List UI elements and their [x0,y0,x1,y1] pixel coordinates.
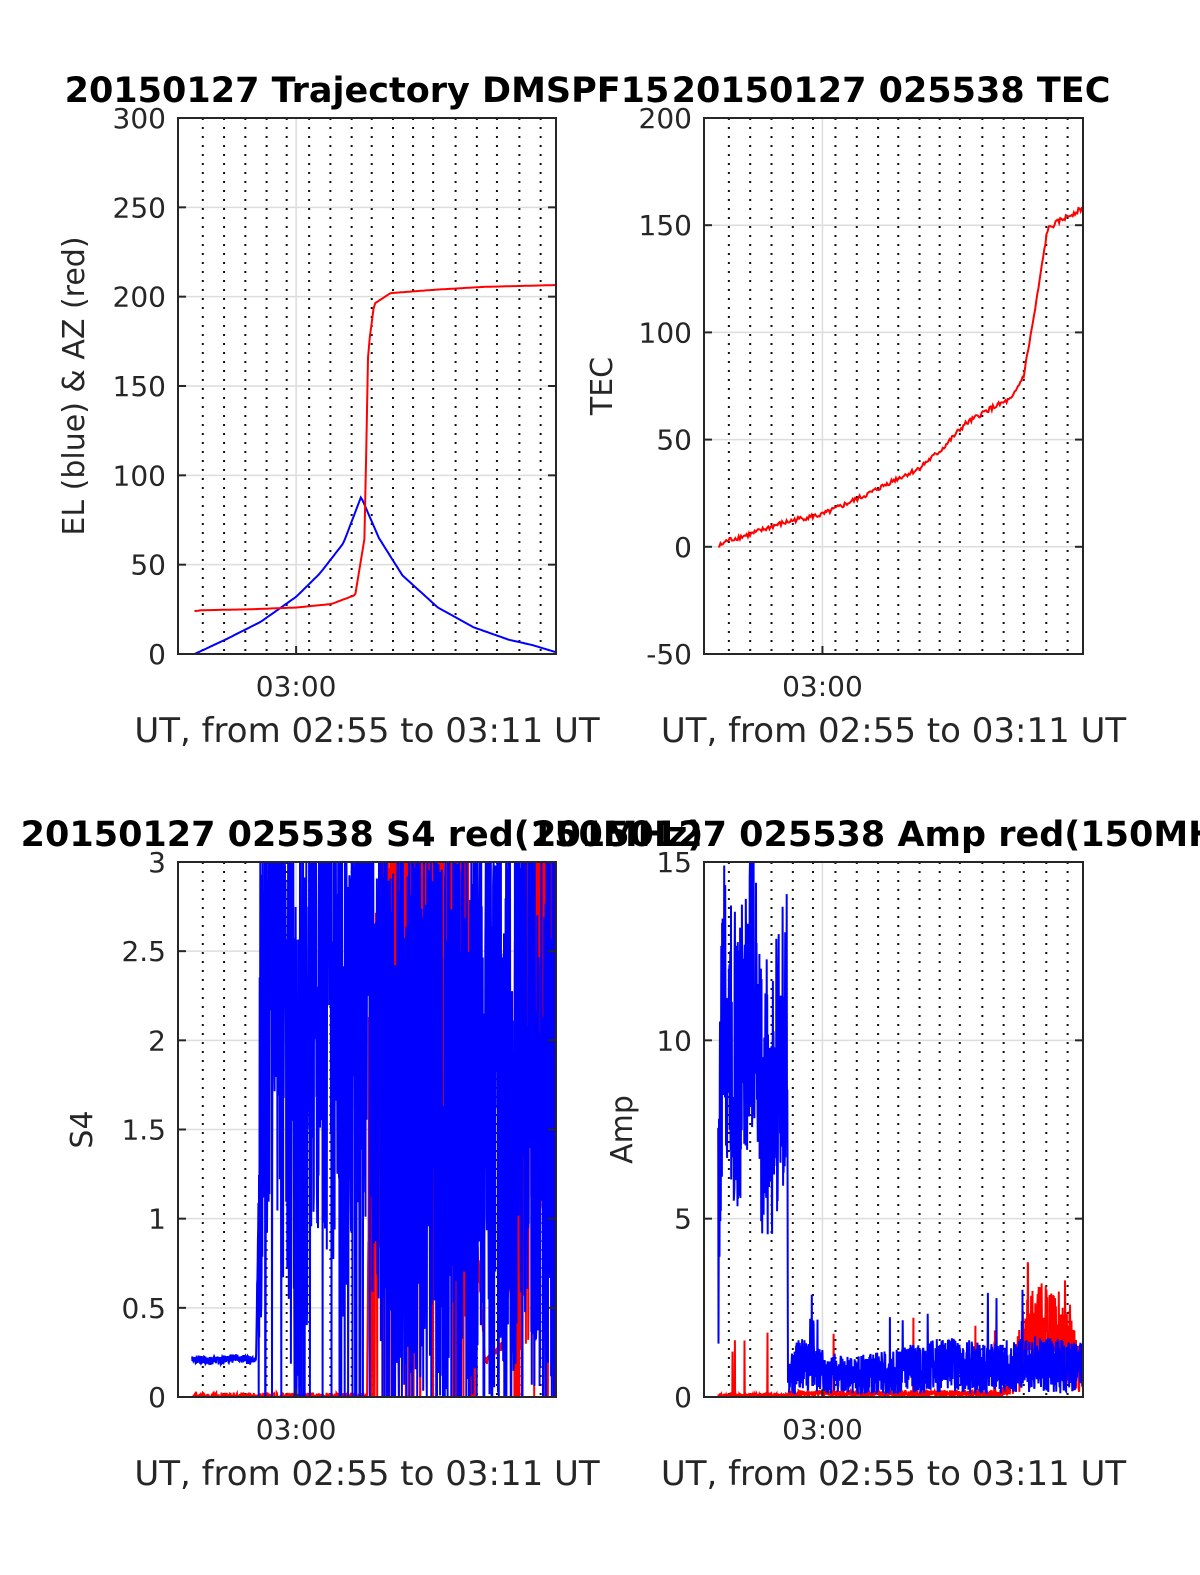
chart-panel-2: -50 0 50 100 150 200 03:00 UT, from 02:55 to 03… [585,102,1126,751]
y-tick-label: 200 [113,281,166,314]
y-tick-label: 200 [639,102,692,135]
chart-panel-4: 0 5 10 15 03:00 UT, from 02:55 to 03:11 UT Amp [605,846,1126,1494]
axes-frame [703,117,1084,655]
chart-title: 20150127 Trajectory DMSPF15 [65,71,670,111]
y-tick-label: 100 [113,459,166,492]
x-axis-label: UT, from 02:55 to 03:11 UT [661,1454,1127,1494]
x-tick-label: 03:00 [782,1413,863,1446]
series-line-2 [194,284,556,613]
series-line-2 [191,862,556,1397]
y-tick-label: 0 [148,1381,166,1414]
y-tick-label: 1.5 [121,1114,166,1147]
y-tick-label: 5 [674,1203,692,1236]
x-axis-label: UT, from 02:55 to 03:11 UT [134,711,600,751]
chart-title: 20150127 025538 TEC [672,71,1111,111]
plot-area [704,118,1083,654]
x-tick-label: 03:00 [256,670,337,703]
y-tick-label: 50 [656,424,692,457]
y-tick-label: 0 [674,1381,692,1414]
y-tick-label: 150 [639,209,692,242]
y-axis-label: TEC [585,357,620,416]
y-tick-label: 1 [148,1203,166,1236]
y-tick-label: 0 [148,638,166,671]
y-tick-label: 300 [113,102,166,135]
y-tick-label: 150 [113,370,166,403]
chart-title: 20150127 025538 S4 red(150MHz) [21,815,704,855]
y-tick-label: 2.5 [121,935,166,968]
y-tick-label: 50 [130,549,166,582]
y-axis-label: EL (blue) & AZ (red) [57,236,92,535]
chart-panel-3: 0 0.5 1 1.5 2 2.5 3 03:00 UT, from 02:55 to 03:1… [65,846,600,1494]
y-tick-label: -50 [646,638,692,671]
x-axis-label: UT, from 02:55 to 03:11 UT [134,1454,600,1494]
y-tick-label: 2 [148,1024,166,1057]
y-tick-label: 250 [113,191,166,224]
y-tick-label: 100 [639,316,692,349]
x-axis-label: UT, from 02:55 to 03:11 UT [661,711,1127,751]
y-tick-label: 15 [656,846,692,879]
y-axis-label: Amp [605,1095,640,1164]
series-line-2 [717,862,1083,1395]
x-tick-label: 03:00 [256,1413,337,1446]
y-tick-label: 0 [674,531,692,564]
y-tick-label: 3 [148,846,166,879]
y-axis-label: S4 [65,1110,100,1148]
y-tick-label: 10 [656,1024,692,1057]
chart-panel-1: 0 50 100 150 200 250 300 03:00 UT, from 02:55 to… [57,102,600,751]
y-tick-label: 0.5 [121,1292,166,1325]
chart-title: 20150127 025538 Amp red(150MHz) [532,815,1200,855]
series-line-1 [194,495,556,654]
x-tick-label: 03:00 [782,670,863,703]
axes-frame [703,861,1084,1398]
series-line-1 [718,206,1083,548]
